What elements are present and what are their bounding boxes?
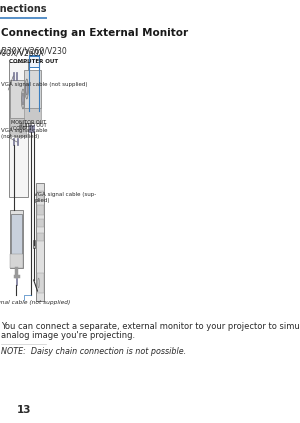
Text: VGA signal cable (sup-
plied): VGA signal cable (sup- plied) (34, 192, 97, 203)
Bar (16, 72, 17, 80)
Bar (29, 56, 39, 67)
Bar (24, 70, 41, 108)
Circle shape (22, 93, 24, 105)
Bar (37, 205, 44, 215)
Text: analog image you're projecting.: analog image you're projecting. (1, 331, 135, 340)
Bar (37, 233, 44, 241)
Bar (37, 219, 44, 227)
Text: AUDIO OUT: AUDIO OUT (19, 123, 46, 128)
Circle shape (38, 278, 39, 288)
Text: 2. Installation and Connections: 2. Installation and Connections (0, 4, 47, 14)
Bar (24, 108, 41, 123)
Circle shape (21, 89, 25, 109)
Text: VGA signal cable (not supplied): VGA signal cable (not supplied) (1, 82, 87, 87)
Text: Connecting an External Monitor: Connecting an External Monitor (1, 28, 188, 38)
Bar (11, 214, 22, 254)
Text: 13: 13 (16, 405, 31, 415)
Circle shape (25, 79, 28, 99)
Bar (36, 183, 44, 301)
Bar (17, 138, 18, 145)
Text: You can connect a separate, external monitor to your projector to simultaneously: You can connect a separate, external mon… (1, 322, 300, 331)
Text: COMPUTER OUT: COMPUTER OUT (9, 59, 58, 64)
Text: V230X/V260/V230: V230X/V260/V230 (0, 47, 68, 56)
Bar (37, 273, 44, 293)
Bar (10, 254, 23, 268)
Bar (11, 118, 26, 136)
Bar (9, 62, 28, 197)
Text: VGA signal cable
(not supplied): VGA signal cable (not supplied) (1, 128, 47, 139)
Bar (37, 191, 44, 201)
Bar (32, 125, 34, 132)
Bar (29, 125, 31, 132)
Text: MONITOR OUT
(COMP 1): MONITOR OUT (COMP 1) (11, 120, 46, 131)
Circle shape (26, 83, 28, 95)
Bar (16, 278, 17, 285)
Text: NOTE:  Daisy chain connection is not possible.: NOTE: Daisy chain connection is not poss… (1, 347, 186, 356)
Text: VGA signal cable (not supplied): VGA signal cable (not supplied) (0, 300, 70, 305)
Bar (33, 240, 35, 248)
Bar (10, 210, 23, 268)
Bar (13, 72, 14, 80)
Bar (11, 80, 26, 118)
Text: V300X/V260X: V300X/V260X (0, 48, 45, 57)
Bar (13, 138, 14, 145)
